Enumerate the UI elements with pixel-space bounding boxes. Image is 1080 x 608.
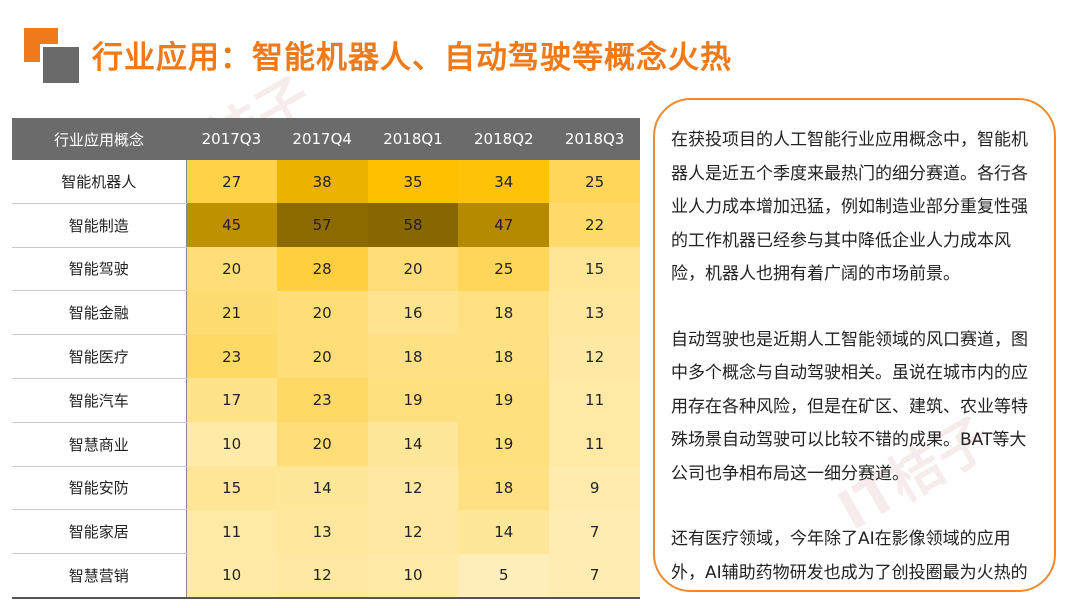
heat-cell: 19	[367, 378, 459, 423]
row-label: 智能机器人	[12, 160, 187, 204]
table-row: 智能金融 21 20 16 18 13	[12, 290, 640, 336]
heat-cell: 18	[458, 290, 550, 335]
heat-cell: 58	[367, 203, 459, 248]
heat-cell: 22	[549, 203, 640, 248]
heat-cell: 15	[186, 466, 277, 510]
table-row: 智能家居 11 13 12 14 7	[12, 509, 640, 555]
row-label: 智能医疗	[12, 334, 187, 379]
heat-cell: 9	[549, 466, 640, 510]
column-header: 2018Q2	[458, 118, 550, 160]
heat-cell: 12	[367, 466, 459, 510]
heat-cell: 20	[367, 247, 459, 291]
heat-cell: 14	[276, 466, 368, 510]
heat-cell: 13	[549, 290, 640, 335]
commentary-paragraph: 自动驾驶也是近期人工智能领域的风口赛道，图中多个概念与自动驾驶相关。虽说在城市内…	[671, 329, 1028, 484]
table-row: 智能汽车 17 23 19 19 11	[12, 378, 640, 423]
heat-cell: 14	[458, 509, 550, 554]
heat-cell: 15	[549, 247, 640, 291]
heat-cell: 10	[367, 553, 459, 599]
heat-cell: 16	[367, 290, 459, 335]
slide-header: 行业应用：智能机器人、自动驾驶等概念火热	[18, 22, 1068, 86]
heat-cell: 34	[458, 160, 550, 204]
heat-cell: 25	[549, 160, 640, 204]
heat-cell: 20	[276, 422, 368, 467]
row-label: 智能驾驶	[12, 247, 187, 292]
header-row: 行业应用概念 2017Q3 2017Q4 2018Q1 2018Q2 2018Q…	[12, 118, 640, 160]
row-label: 智能家居	[12, 509, 187, 555]
heat-cell: 19	[458, 422, 550, 467]
heat-cell: 10	[186, 422, 277, 467]
heat-cell: 12	[276, 553, 368, 599]
heat-cell: 20	[186, 247, 277, 291]
table-row: 智能安防 15 14 12 18 9	[12, 466, 640, 511]
heat-cell: 12	[549, 334, 640, 379]
heat-cell: 13	[276, 509, 368, 554]
heat-cell: 12	[367, 509, 459, 554]
heat-cell: 18	[458, 334, 550, 379]
column-header: 2018Q3	[549, 118, 640, 160]
heat-cell: 14	[367, 422, 459, 467]
heat-cell: 27	[186, 160, 277, 204]
commentary-paragraph: 在获投项目的人工智能行业应用概念中，智能机器人是近五个季度来最热门的细分赛道。各…	[671, 130, 1028, 284]
corner-header: 行业应用概念	[12, 118, 186, 160]
commentary-paragraph: 还有医疗领域，今年除了AI在影像领域的应用外，AI辅助药物研发也成为了创投圈最为…	[671, 529, 1028, 583]
row-label: 智能安防	[12, 466, 187, 511]
row-label: 智慧商业	[12, 422, 187, 467]
table-row: 智能驾驶 20 28 20 25 15	[12, 247, 640, 292]
heat-cell: 17	[186, 378, 277, 423]
heat-cell: 11	[186, 509, 277, 554]
table-row: 智能机器人 27 38 35 34 25	[12, 160, 640, 204]
table-row: 智慧商业 10 20 14 19 11	[12, 422, 640, 467]
heat-cell: 47	[458, 203, 550, 248]
heat-cell: 25	[458, 247, 550, 291]
heat-cell: 11	[549, 378, 640, 423]
row-label: 智能金融	[12, 290, 187, 336]
heat-cell: 45	[186, 203, 277, 248]
column-header: 2017Q3	[186, 118, 277, 160]
slide-title: 行业应用：智能机器人、自动驾驶等概念火热	[92, 40, 732, 76]
table-row: 智慧营销 10 12 10 5 7	[12, 553, 640, 599]
row-label: 智能汽车	[12, 378, 187, 423]
logo-gray-square	[40, 44, 82, 86]
heat-cell: 18	[367, 334, 459, 379]
row-label: 智慧营销	[12, 553, 187, 599]
heat-cell: 5	[458, 553, 550, 599]
heat-cell: 38	[276, 160, 368, 204]
table-row: 智能医疗 23 20 18 18 12	[12, 334, 640, 379]
commentary-box: 在获投项目的人工智能行业应用概念中，智能机器人是近五个季度来最热门的细分赛道。各…	[653, 98, 1056, 592]
heat-cell: 21	[186, 290, 277, 335]
heat-cell: 20	[276, 334, 368, 379]
heat-cell: 19	[458, 378, 550, 423]
heat-cell: 7	[549, 509, 640, 554]
heat-cell: 23	[186, 334, 277, 379]
heat-cell: 23	[276, 378, 368, 423]
heat-cell: 20	[276, 290, 368, 335]
heat-cell: 57	[276, 203, 368, 248]
heat-cell: 11	[549, 422, 640, 467]
heat-cell: 18	[458, 466, 550, 510]
column-header: 2018Q1	[367, 118, 459, 160]
table-row: 智能制造 45 57 58 47 22	[12, 203, 640, 248]
heatmap-table: 行业应用概念 2017Q3 2017Q4 2018Q1 2018Q2 2018Q…	[12, 118, 640, 599]
heat-cell: 10	[186, 553, 277, 599]
row-label: 智能制造	[12, 203, 187, 248]
title-logo-mark	[18, 22, 82, 86]
heat-cell: 35	[367, 160, 459, 204]
heat-cell: 7	[549, 553, 640, 599]
column-header: 2017Q4	[276, 118, 368, 160]
heat-cell: 28	[276, 247, 368, 291]
